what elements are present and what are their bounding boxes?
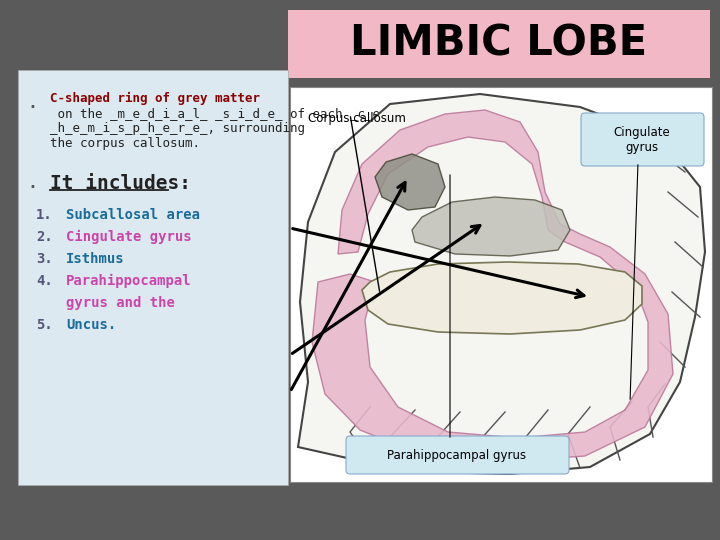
Text: 4.: 4. [36, 274, 53, 288]
Polygon shape [298, 94, 705, 474]
Polygon shape [312, 110, 673, 462]
Text: 3.: 3. [36, 252, 53, 266]
Text: Uncus.: Uncus. [66, 318, 116, 332]
Text: Parahippocampal: Parahippocampal [66, 274, 192, 288]
Text: gyrus and the: gyrus and the [66, 296, 175, 310]
Text: Corpus callosum: Corpus callosum [308, 112, 406, 125]
FancyBboxPatch shape [290, 87, 712, 482]
Polygon shape [362, 262, 642, 334]
Text: LIMBIC LOBE: LIMBIC LOBE [351, 23, 647, 65]
Polygon shape [375, 154, 445, 210]
FancyBboxPatch shape [288, 10, 710, 78]
Text: It includes:: It includes: [50, 174, 191, 193]
Polygon shape [412, 197, 570, 256]
Text: Cingulate gyrus: Cingulate gyrus [66, 230, 192, 244]
Text: Isthmus: Isthmus [66, 252, 125, 266]
Text: ̲h̲e̲m̲i̲s̲p̲h̲e̲r̲e̲, surrounding: ̲h̲e̲m̲i̲s̲p̲h̲e̲r̲e̲, surrounding [50, 122, 305, 135]
Text: Subcallosal area: Subcallosal area [66, 208, 200, 222]
Text: Cingulate
gyrus: Cingulate gyrus [613, 126, 670, 154]
Text: 5.: 5. [36, 318, 53, 332]
Text: the corpus callosum.: the corpus callosum. [50, 137, 200, 150]
Text: ·: · [28, 176, 36, 200]
Text: C-shaped ring of grey matter: C-shaped ring of grey matter [50, 92, 260, 105]
FancyBboxPatch shape [346, 436, 569, 474]
FancyBboxPatch shape [581, 113, 704, 166]
Text: on the ̲m̲e̲d̲i̲a̲l̲ ̲s̲i̲d̲e̲ of each ̲c̲e̲r̲e̲b̲r̲a̲l̲: on the ̲m̲e̲d̲i̲a̲l̲ ̲s̲i̲d̲e̲ of each ̲… [50, 107, 477, 120]
Text: 2.: 2. [36, 230, 53, 244]
Text: ·: · [28, 96, 36, 120]
Text: Parahippocampal gyrus: Parahippocampal gyrus [387, 449, 526, 462]
FancyBboxPatch shape [18, 70, 288, 485]
Text: 1.: 1. [36, 208, 53, 222]
